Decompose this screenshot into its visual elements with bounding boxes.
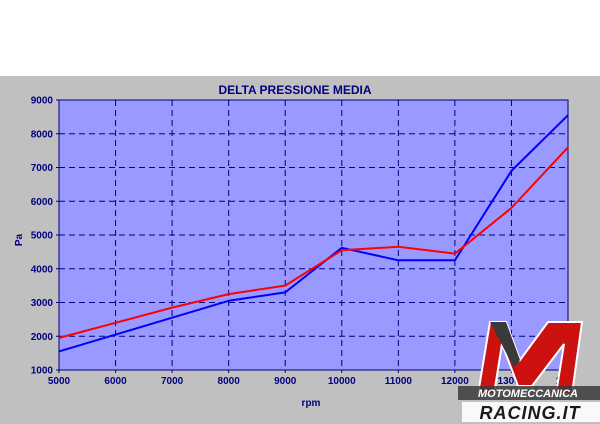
chart-title: DELTA PRESSIONE MEDIA: [218, 83, 371, 97]
logo-line1: MOTOMECCANICA: [478, 388, 578, 400]
y-tick-label: 7000: [31, 163, 54, 174]
line-chart: DELTA PRESSIONE MEDIA 1000 2000 3000 4000 50…: [14, 83, 600, 423]
y-tick-label: 2000: [31, 332, 54, 343]
y-tick-label: 3000: [31, 298, 54, 309]
y-tick-label: 9000: [31, 96, 54, 107]
x-tick-label: 11000: [385, 376, 413, 387]
series-line-1: [58, 114, 569, 353]
x-axis: 5000 6000 7000 8000 9000 10000 11000 12000 13000…: [48, 370, 572, 387]
y-tick-label: 4000: [31, 264, 54, 275]
y-axis: 1000 2000 3000 4000 5000 6000 7000 8000 9000: [31, 96, 59, 377]
y-tick-label: 8000: [31, 129, 54, 140]
x-tick-label: 5000: [48, 376, 71, 387]
x-tick-label: 7000: [161, 376, 184, 387]
x-tick-label: 12000: [441, 376, 469, 387]
y-tick-label: 1000: [31, 366, 54, 377]
logo-line2: RACING.IT: [480, 403, 582, 423]
chart-frame: DELTA PRESSIONE MEDIA 1000 2000 3000 4000 50…: [0, 76, 600, 424]
watermark-logo: M MOTOMECCANICA RACING.IT: [458, 321, 600, 423]
x-tick-label: 10000: [328, 376, 356, 387]
y-tick-label: 5000: [31, 231, 54, 242]
series-line-2: [58, 146, 569, 339]
x-axis-label: rpm: [302, 398, 321, 409]
x-tick-label: 6000: [104, 376, 127, 387]
y-tick-label: 6000: [31, 197, 54, 208]
y-axis-label: Pa: [14, 233, 25, 246]
x-tick-label: 13000: [498, 376, 526, 387]
series-layer: [58, 114, 569, 353]
x-tick-label: 9000: [274, 376, 297, 387]
x-tick-label: 8000: [218, 376, 241, 387]
